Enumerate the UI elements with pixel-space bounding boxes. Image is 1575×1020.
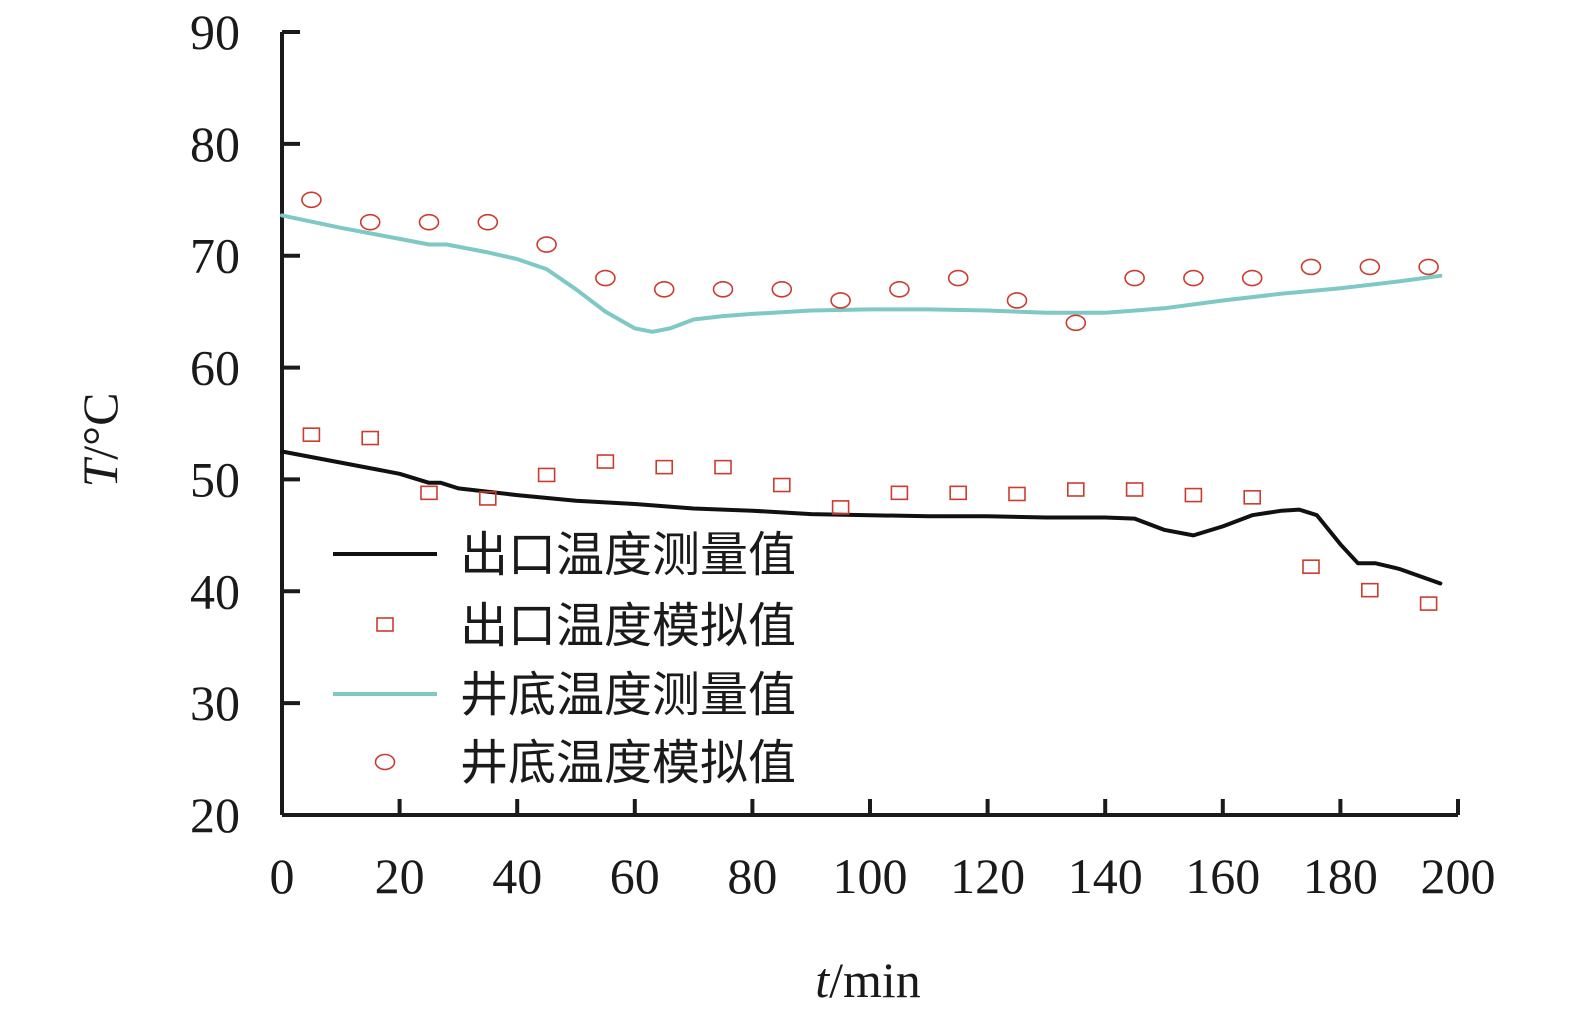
data-point-square [537,467,556,483]
data-point-circle [830,292,851,309]
data-point-square [420,485,438,501]
data-point-circle [1359,258,1381,276]
data-point-circle [477,213,499,231]
y-tick-label: 30 [190,675,240,731]
x-axis-unit: /min [829,952,921,1008]
x-tick-label: 20 [375,848,425,904]
y-tick-label: 80 [190,116,240,172]
x-axis-variable: t [815,952,830,1008]
y-axis-unit: /°C [72,392,128,459]
data-point-circle [1065,314,1087,332]
data-point-square [596,454,615,469]
legend-label: 井底温度模拟值 [460,735,796,791]
data-point-square [1008,486,1026,502]
x-tick-label: 40 [492,848,542,904]
x-tick-label: 180 [1303,848,1378,904]
x-axis-title: t/min [815,952,921,1008]
data-point-circle [1124,269,1145,287]
data-point-square [655,459,674,475]
x-tick-label: 100 [833,848,908,904]
data-point-square [1361,582,1379,598]
x-tick-label: 200 [1421,848,1496,904]
series-4 [301,191,1439,332]
data-point-circle [359,213,381,231]
data-point-circle [301,191,322,209]
data-point-circle [771,280,793,298]
series-1 [280,449,1443,586]
data-point-circle [1006,292,1028,309]
y-tick-label: 70 [190,228,240,284]
y-tick-label: 90 [190,4,240,60]
series-line [280,449,1443,586]
data-point-circle [1183,269,1204,287]
y-tick-label: 60 [190,340,240,396]
x-tick-label: 60 [610,848,660,904]
x-tick-label: 140 [1068,848,1143,904]
data-point-square [1302,559,1320,574]
data-point-circle [712,280,734,298]
data-point-circle [595,269,616,287]
data-point-circle [889,280,910,298]
legend-label: 井底温度测量值 [460,667,796,723]
data-point-square [1243,490,1261,505]
data-point-circle [947,269,969,287]
series-layer [280,191,1443,611]
data-point-square [361,430,380,446]
y-tick-label: 40 [190,563,240,619]
data-point-square [949,485,968,501]
legend-item-4: 井底温度模拟值 [374,735,796,791]
data-point-square [772,477,791,493]
y-axis-variable: T [72,457,128,488]
data-point-square [890,485,909,501]
legend-item-3: 井底温度测量值 [333,667,796,723]
data-point-square [302,427,321,442]
data-point-square [1184,487,1203,503]
data-point-circle [536,236,557,253]
legend-item-1: 出口温度测量值 [333,527,796,583]
data-point-circle [1300,258,1322,276]
data-point-square [1419,596,1438,611]
x-tick-label: 120 [950,848,1025,904]
series-line [280,213,1443,334]
data-point-square [831,500,850,515]
legend-label: 出口温度模拟值 [460,598,796,654]
data-point-circle [418,213,440,231]
series-3 [280,213,1443,334]
x-tick-label: 80 [727,848,777,904]
x-tick-label: 0 [270,848,295,904]
data-point-square [478,491,497,506]
legend-item-2: 出口温度模拟值 [376,598,796,654]
y-axis-title: T/°C [72,392,128,487]
series-2 [302,427,1438,611]
data-point-circle [1418,258,1439,276]
y-tick-label: 50 [190,451,240,507]
legend-label: 出口温度测量值 [460,527,796,583]
x-tick-label: 160 [1185,848,1260,904]
data-point-circle [1241,269,1263,287]
data-point-square [1125,482,1144,497]
data-point-square [1067,482,1085,497]
legend-square-swatch [376,617,394,632]
y-tick-label: 20 [190,787,240,843]
chart-axes: 20 30 40 50 60 70 80 90 0 20 40 60 80 100 120 140 160 180… [190,4,1496,904]
data-point-square [714,459,732,475]
data-point-circle [653,280,675,298]
legend-circle-swatch [374,753,396,771]
